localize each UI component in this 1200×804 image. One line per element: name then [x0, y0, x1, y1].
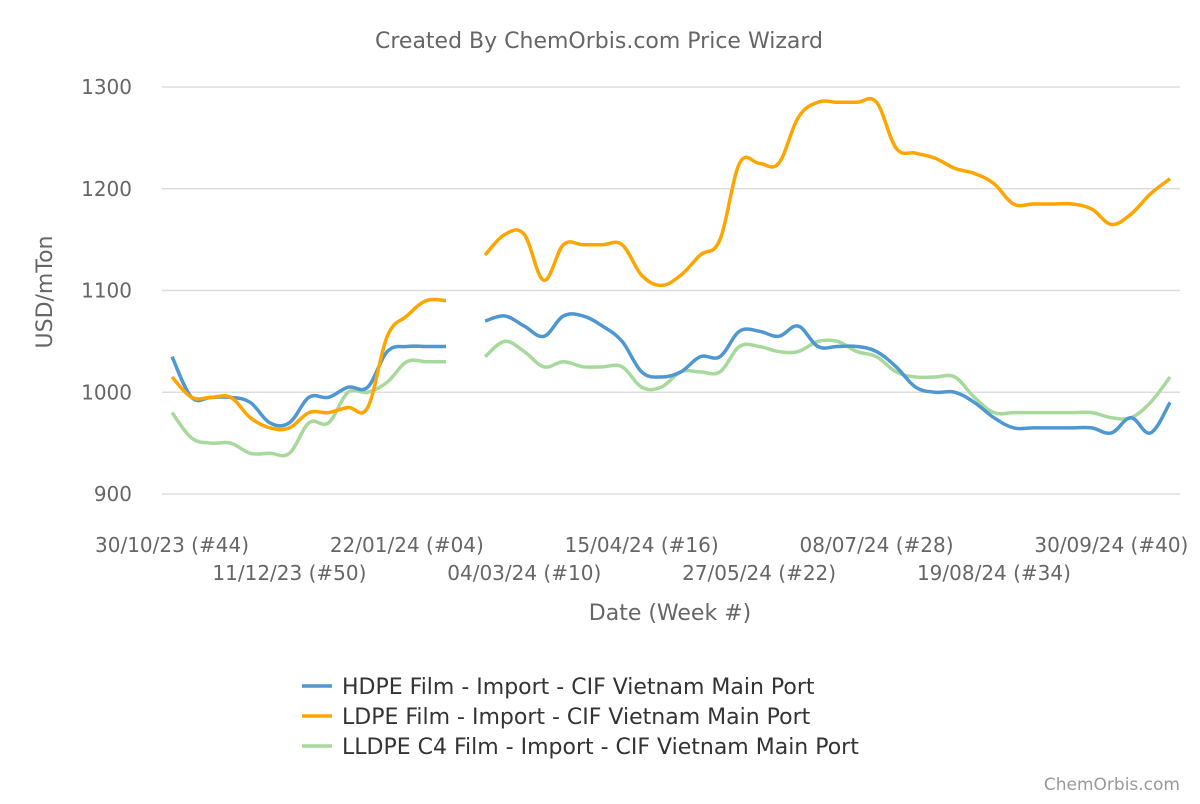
- legend-label: LDPE Film - Import - CIF Vietnam Main Po…: [342, 705, 811, 730]
- legend-item[interactable]: LLDPE C4 Film - Import - CIF Vietnam Mai…: [302, 735, 859, 760]
- series-line: [170, 358, 446, 458]
- series-1: [170, 96, 1172, 432]
- legend: HDPE Film - Import - CIF Vietnam Main Po…: [302, 675, 859, 760]
- series-line: [484, 312, 1172, 436]
- y-tick-label: 900: [94, 482, 132, 506]
- x-tick-label: 22/01/24 (#04): [330, 533, 484, 557]
- y-tick-label: 1100: [81, 279, 132, 303]
- x-tick-label: 11/12/23 (#50): [212, 561, 366, 585]
- chart-title: Created By ChemOrbis.com Price Wizard: [375, 29, 823, 54]
- y-tick-label: 1000: [81, 380, 132, 404]
- x-axis-ticks: 30/10/23 (#44) 11/12/23 (#50) 22/01/24 (#0…: [95, 533, 1188, 585]
- y-axis-label: USD/mTon: [33, 236, 58, 349]
- series-line: [170, 297, 447, 432]
- series-0: [170, 312, 1172, 436]
- legend-item[interactable]: LDPE Film - Import - CIF Vietnam Main Po…: [302, 705, 811, 730]
- legend-label: HDPE Film - Import - CIF Vietnam Main Po…: [342, 675, 815, 700]
- series-lines: [170, 96, 1172, 458]
- x-tick-label: 15/04/24 (#16): [565, 533, 719, 557]
- series-2: [170, 338, 1172, 458]
- legend-item[interactable]: HDPE Film - Import - CIF Vietnam Main Po…: [302, 675, 815, 700]
- gridlines: [162, 86, 1180, 495]
- x-tick-label: 27/05/24 (#22): [682, 561, 836, 585]
- x-tick-label: 30/10/23 (#44): [95, 533, 249, 557]
- legend-label: LLDPE C4 Film - Import - CIF Vietnam Mai…: [342, 735, 859, 760]
- watermark: ChemOrbis.com: [1044, 775, 1180, 795]
- y-axis-ticks: 900 1000 1100 1200 1300: [81, 75, 132, 506]
- y-tick-label: 1300: [81, 75, 132, 99]
- series-line: [483, 338, 1172, 421]
- x-tick-label: 30/09/24 (#40): [1034, 533, 1188, 557]
- x-axis-label: Date (Week #): [589, 601, 751, 626]
- x-tick-label: 04/03/24 (#10): [447, 561, 601, 585]
- y-tick-label: 1200: [81, 177, 132, 201]
- series-line: [483, 96, 1172, 288]
- x-tick-label: 19/08/24 (#34): [917, 561, 1071, 585]
- x-tick-label: 08/07/24 (#28): [800, 533, 954, 557]
